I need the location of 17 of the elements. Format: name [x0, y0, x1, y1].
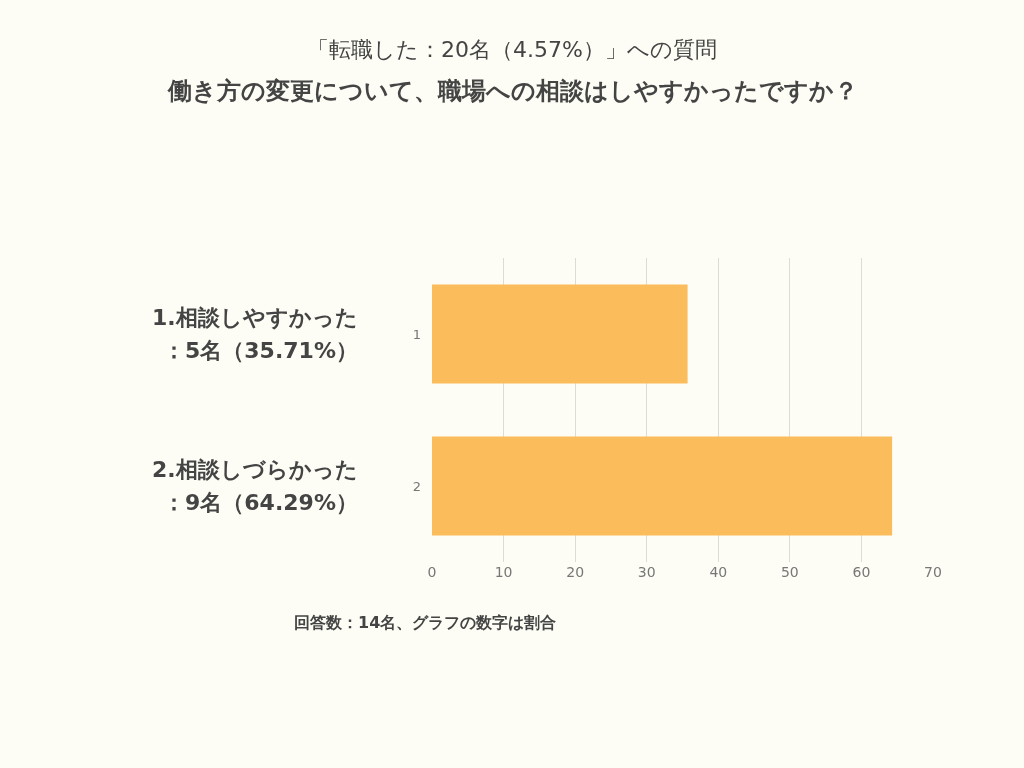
x-tick-label: 40 — [709, 564, 728, 580]
text: 2.相談しづらかった — [152, 457, 358, 482]
text: 回答数：14名、グラフの数字は割合 — [294, 613, 557, 632]
x-tick-label: 70 — [924, 564, 942, 580]
y-tick-label: 1 — [412, 326, 421, 342]
x-tick-label: 30 — [637, 564, 656, 580]
y-tick-label: 2 — [412, 478, 421, 494]
text: ：9名（64.29%） — [163, 490, 358, 515]
chart-subtitle: 働き方の変更について、職場への相談はしやすかったですか？ — [167, 77, 858, 105]
x-tick-label: 0 — [427, 564, 437, 580]
x-tick-label: 50 — [780, 564, 799, 580]
x-tick-label: 20 — [566, 564, 585, 580]
chart-title: 「転職した：20名（4.57%）」への質問 — [307, 37, 717, 62]
x-tick-label: 60 — [852, 564, 871, 580]
text: 1.相談しやすかった — [152, 305, 358, 330]
text: ：5名（35.71%） — [163, 338, 358, 363]
x-tick-label: 10 — [494, 564, 513, 580]
